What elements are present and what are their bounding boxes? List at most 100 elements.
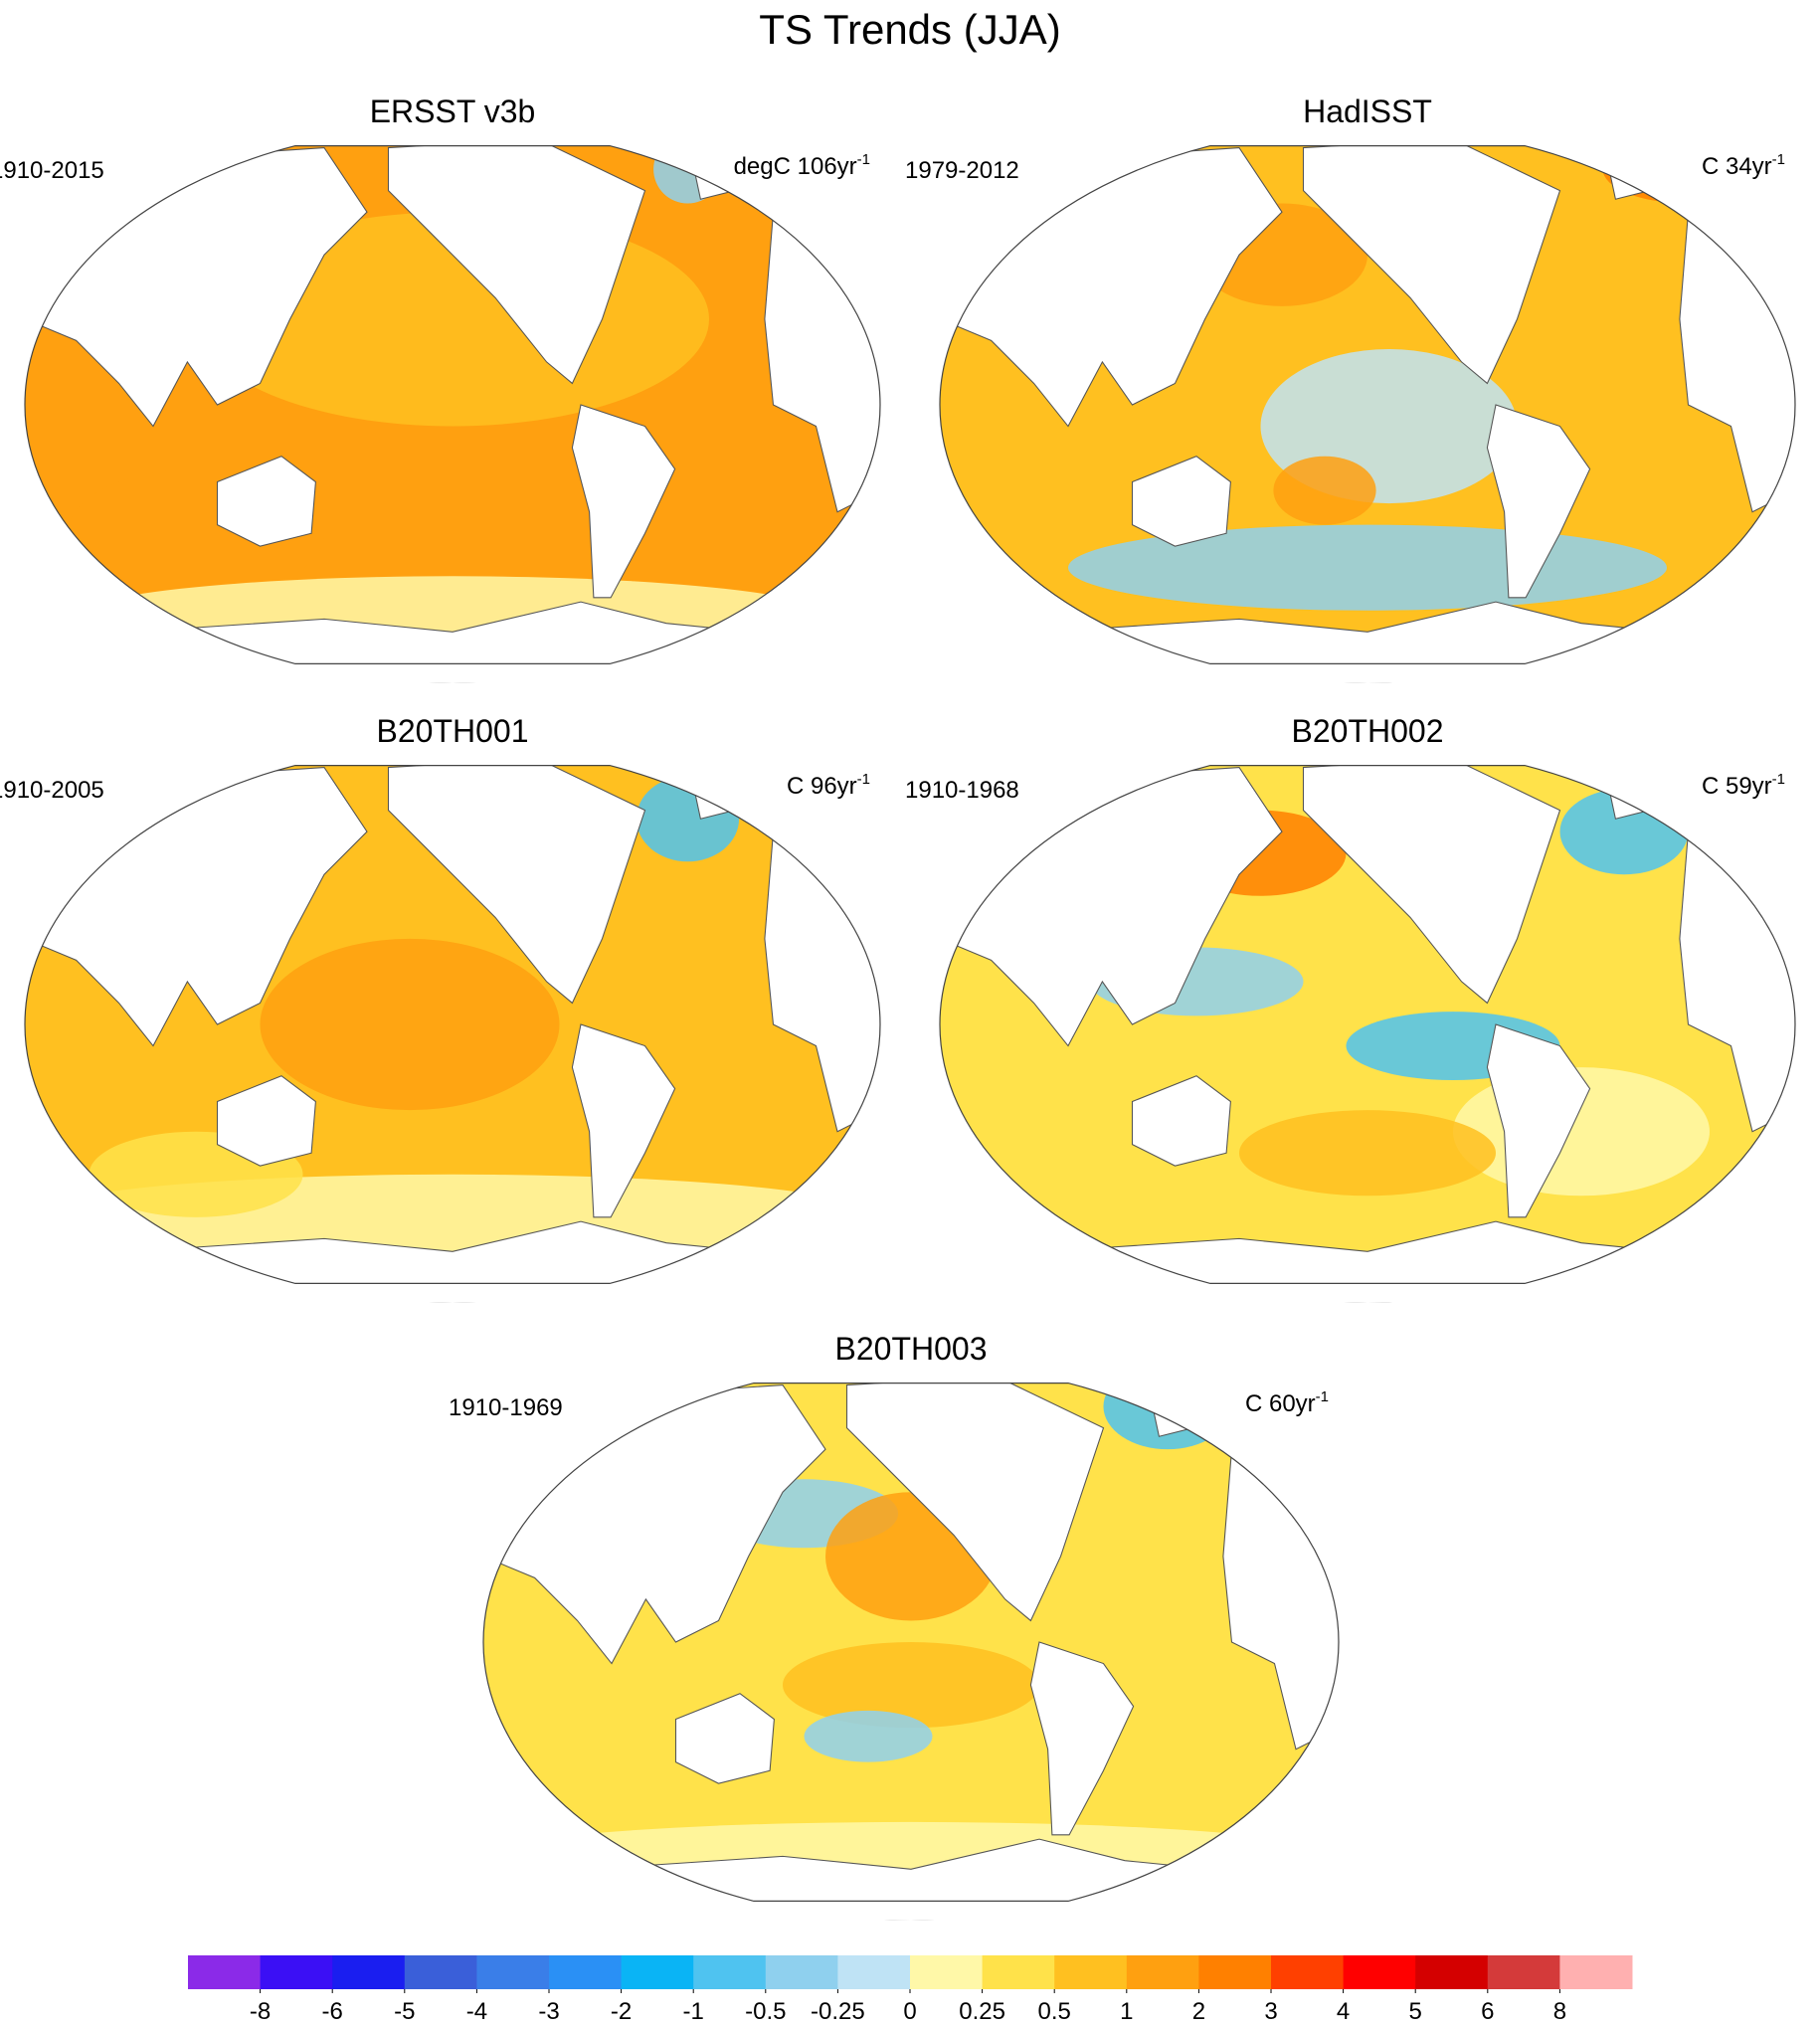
map-panel: ERSST v3b 1910-2015 degC 106yr-1 xyxy=(0,93,881,683)
map-body xyxy=(25,126,880,683)
map-body xyxy=(25,746,880,1303)
colorbar-box xyxy=(1271,1955,1345,1989)
units-label: C 34yr-1 xyxy=(1702,151,1785,180)
units-label: C 60yr-1 xyxy=(1245,1388,1329,1417)
colorbar-box xyxy=(1559,1955,1633,1989)
colorbar-label: -3 xyxy=(538,1998,559,2025)
colorbar-label: 6 xyxy=(1481,1998,1494,2025)
colorbar-label: -0.5 xyxy=(745,1998,786,2025)
colorbar-box xyxy=(910,1955,984,1989)
colorbar-box xyxy=(982,1955,1055,1989)
units-label: C 59yr-1 xyxy=(1702,771,1785,800)
period-label: 1979-2012 xyxy=(905,157,1019,184)
colorbar-box xyxy=(1054,1955,1128,1989)
colorbar-label: -8 xyxy=(250,1998,271,2025)
colorbar-box xyxy=(693,1955,767,1989)
outline-bottom xyxy=(940,1283,1795,1303)
panel-title: B20TH001 xyxy=(377,713,529,749)
colorbar-label: -6 xyxy=(322,1998,343,2025)
period-label: 1910-2015 xyxy=(0,157,104,184)
colorbar-box xyxy=(404,1955,477,1989)
ocean-anomaly xyxy=(260,938,560,1111)
map-panel: HadISST 1979-2012 C 34yr-1 xyxy=(905,93,1796,683)
panel-title: B20TH003 xyxy=(835,1331,988,1367)
map-outline xyxy=(24,765,881,1284)
map-content xyxy=(483,1364,1339,1921)
colorbar-box xyxy=(476,1955,550,1989)
colorbar-label: 2 xyxy=(1192,1998,1205,2025)
outline-bottom xyxy=(25,1283,880,1303)
colorbar-box xyxy=(332,1955,406,1989)
units-exponent: -1 xyxy=(1772,151,1785,168)
map-content xyxy=(25,126,880,683)
colorbar-label: -1 xyxy=(683,1998,704,2025)
map-content xyxy=(25,746,880,1303)
map-panel: B20TH001 1910-2005 C 96yr-1 xyxy=(0,713,881,1303)
colorbar-box xyxy=(1415,1955,1489,1989)
units-text: C 60yr xyxy=(1245,1390,1316,1417)
colorbar-label: 0 xyxy=(903,1998,916,2025)
colorbar-label: 8 xyxy=(1553,1998,1566,2025)
units-label: C 96yr-1 xyxy=(787,771,870,800)
units-exponent: -1 xyxy=(857,151,870,168)
colorbar-box xyxy=(837,1955,911,1989)
map-panel: B20TH002 1910-1968 C 59yr-1 xyxy=(905,713,1796,1303)
outline-bottom xyxy=(483,1901,1339,1921)
map-body xyxy=(940,746,1795,1303)
map-panel: B20TH003 1910-1969 C 60yr-1 xyxy=(449,1331,1340,1921)
colorbar-box xyxy=(1198,1955,1272,1989)
ocean-anomaly xyxy=(783,1642,1039,1729)
units-exponent: -1 xyxy=(1772,771,1785,788)
colorbar-label: -5 xyxy=(394,1998,415,2025)
map-outline xyxy=(482,1382,1340,1902)
ocean-anomaly xyxy=(804,1710,933,1762)
figure-title: TS Trends (JJA) xyxy=(759,6,1060,53)
colorbar-label: 0.5 xyxy=(1038,1998,1071,2025)
units-exponent: -1 xyxy=(1316,1388,1329,1405)
units-text: C 96yr xyxy=(787,773,857,800)
period-label: 1910-1969 xyxy=(449,1394,563,1421)
colorbar-label: 5 xyxy=(1409,1998,1422,2025)
colorbar: -8 -6 -5 -4 -3 -2 -1 -0.5 -0.25 0 0.25 0.5 1 2 3 4 5 6 8 xyxy=(188,1955,1633,2025)
colorbar-label: 0.25 xyxy=(959,1998,1005,2025)
map-body xyxy=(483,1364,1339,1921)
colorbar-label: 3 xyxy=(1264,1998,1277,2025)
map-content xyxy=(940,126,1795,683)
ocean-anomaly xyxy=(1103,1364,1232,1450)
map-outline xyxy=(24,145,881,664)
colorbar-box xyxy=(260,1955,333,1989)
panel-title: B20TH002 xyxy=(1292,713,1444,749)
colorbar-box xyxy=(1487,1955,1560,1989)
panel-title: ERSST v3b xyxy=(370,93,536,129)
colorbar-label: -2 xyxy=(611,1998,632,2025)
colorbar-box xyxy=(765,1955,838,1989)
colorbar-label: -4 xyxy=(466,1998,487,2025)
units-text: C 34yr xyxy=(1702,153,1772,180)
outline-bottom xyxy=(25,663,880,683)
map-content xyxy=(940,746,1795,1303)
ocean-anomaly xyxy=(636,776,740,862)
map-outline xyxy=(939,765,1796,1284)
colorbar-box xyxy=(621,1955,694,1989)
colorbar-label: -0.25 xyxy=(811,1998,865,2025)
units-text: degC 106yr xyxy=(734,153,857,180)
map-outline xyxy=(939,145,1796,664)
colorbar-label: 4 xyxy=(1337,1998,1350,2025)
units-label: degC 106yr-1 xyxy=(734,151,870,180)
colorbar-box xyxy=(1126,1955,1199,1989)
colorbar-label: 1 xyxy=(1120,1998,1133,2025)
units-text: C 59yr xyxy=(1702,773,1772,800)
ocean-anomaly xyxy=(1239,1110,1496,1197)
map-body xyxy=(940,126,1795,683)
colorbar-box xyxy=(1343,1955,1416,1989)
outline-bottom xyxy=(940,663,1795,683)
panel-title: HadISST xyxy=(1303,93,1432,129)
colorbar-box xyxy=(549,1955,623,1989)
units-exponent: -1 xyxy=(857,771,870,788)
colorbar-box xyxy=(188,1955,262,1989)
period-label: 1910-2005 xyxy=(0,777,104,804)
period-label: 1910-1968 xyxy=(905,777,1019,804)
ocean-anomaly xyxy=(1273,456,1376,525)
